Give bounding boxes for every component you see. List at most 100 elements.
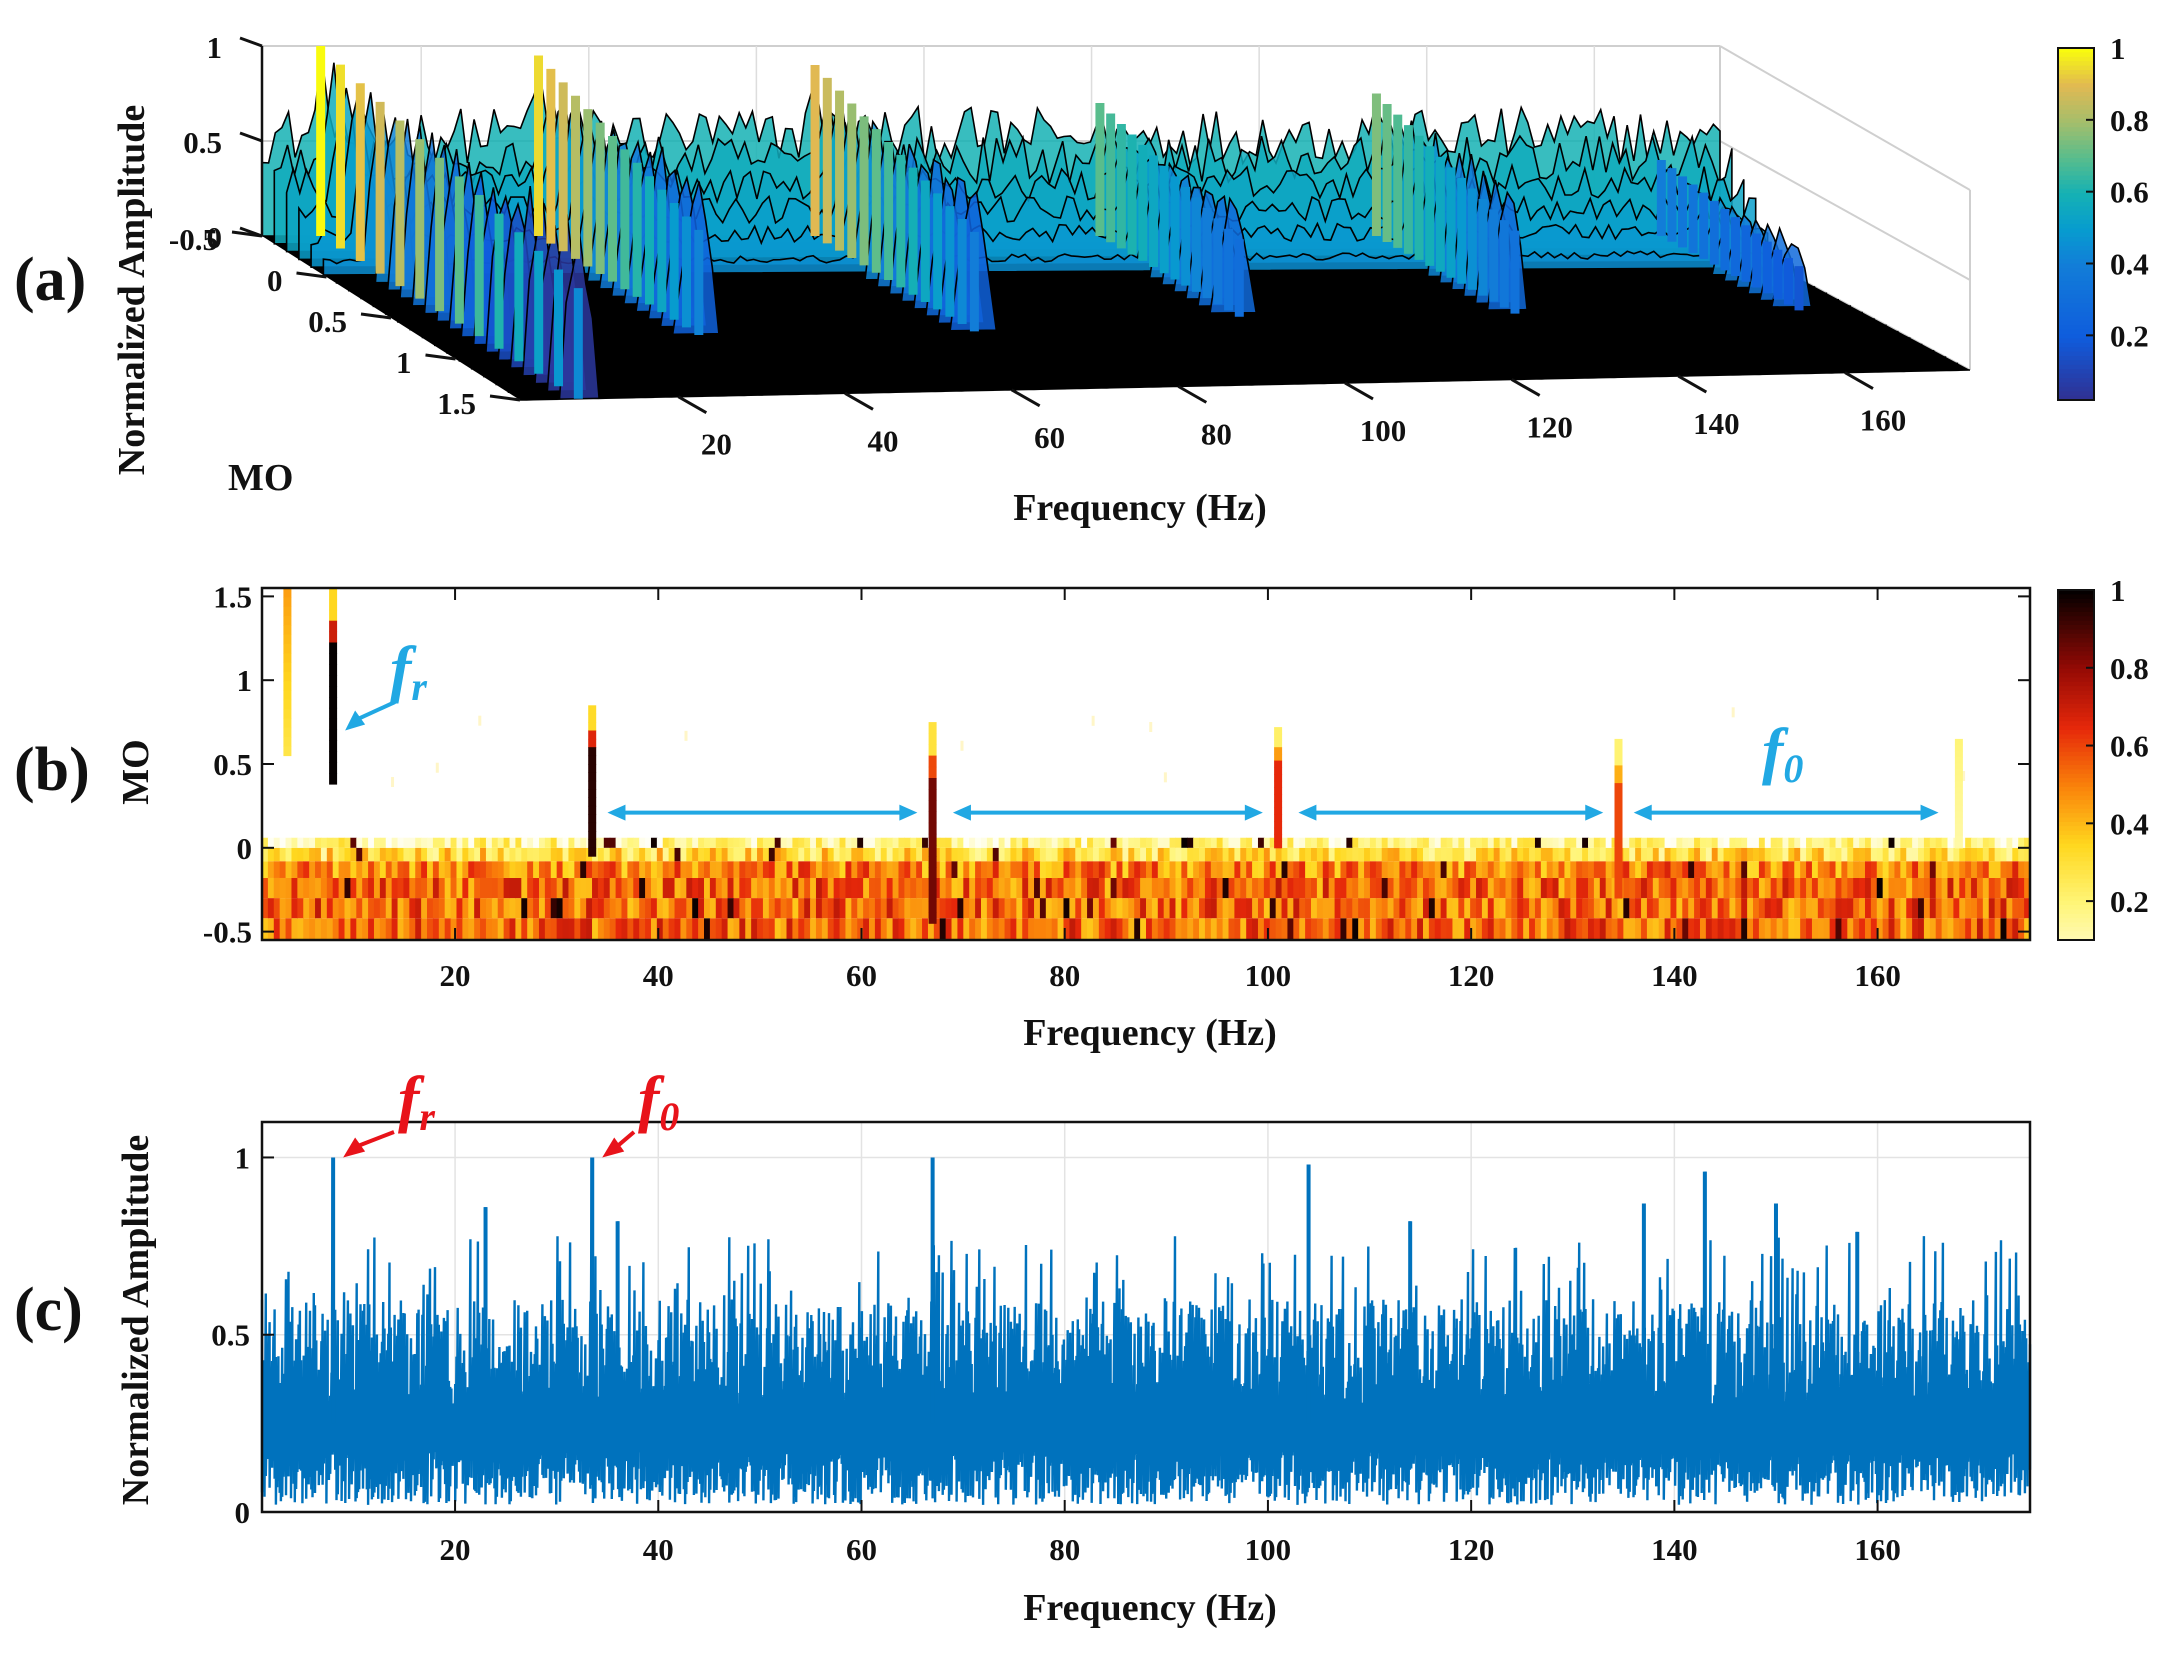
panel-b-heat-cell [1104,877,1112,899]
panel-b-y-axis-title: MO [115,739,157,804]
panel-b-heat-cell [922,877,929,899]
panel-b-heat-cell [1417,877,1424,899]
panel-b-heat-cell [662,898,670,919]
panel-b-heat-cell [627,877,634,899]
panel-b-heat-cell [1976,861,1984,878]
panel-b-heat-cell [1010,847,1017,862]
panel-b-arrowhead-right [1585,804,1604,821]
panel-b-heat-cell [810,877,817,899]
panel-b-heat-cell [1328,847,1336,862]
panel-b-heat-cell [385,837,393,848]
panel-b-heat-cell [1016,861,1023,878]
panel-b-heat-cell [497,861,505,878]
panel-b-colorbar-cell [2058,817,2094,823]
panel-b-heat-cell [1641,837,1648,848]
panel-a-y-tick-label: 1 [396,345,412,380]
panel-b-y-tick-label: 0.5 [213,747,252,782]
panel-b-heat-cell [863,898,870,919]
panel-b-heat-cell [1599,837,1607,848]
panel-b-heat-cell [1381,847,1389,862]
panel-b-heat-cell [1228,847,1235,862]
panel-b-heat-cell [922,847,929,862]
panel-b-heat-cell [474,877,481,899]
panel-b-heat-cell [1375,837,1383,848]
panel-a-label: (a) [14,246,86,314]
panel-b-colorbar-cell [2058,786,2094,793]
panel-b-heat-cell [1458,847,1465,862]
panel-b-heat-cell [1081,898,1088,919]
panel-b-heat-cell [1776,918,1784,940]
panel-b-heat-cell [491,861,499,878]
panel-b-heat-cell [1399,898,1406,919]
panel-b-colorbar-cell [2058,870,2094,876]
panel-b-heat-cell [285,918,293,940]
panel-b-heat-cell [1817,877,1825,899]
panel-b-ridge-segment-4 [1274,780,1283,788]
panel-b-heat-cell [586,898,593,919]
panel-b-heat-cell [992,847,1000,862]
panel-a-colorbar-cell [2058,184,2094,190]
panel-b-heat-cell [1635,861,1642,878]
panel-b-heat-cell [1087,918,1094,940]
panel-b-heat-cell [1428,877,1436,899]
panel-b-heat-cell [698,918,705,940]
panel-b-heat-cell [1741,918,1748,940]
panel-b-colorbar-cell [2058,747,2094,753]
panel-b-colorbar-cell [2058,848,2094,854]
panel-b-heat-cell [780,918,788,940]
panel-b-ridge-segment-3 [928,889,937,902]
panel-b-heat-cell [373,847,381,862]
panel-b-heat-cell [1864,847,1872,862]
panel-b-heat-cell [1588,837,1595,848]
panel-b-heat-cell [1794,861,1801,878]
panel-b-heat-cell [1906,847,1913,862]
panel-b-heat-cell [1935,918,1943,940]
panel-b-heat-cell [1281,898,1289,919]
panel-b-heat-cell [1646,837,1654,848]
panel-b-colorbar: 0.20.40.60.81 [2057,573,2149,941]
panel-b-colorbar-cell [2058,655,2094,661]
panel-b-heat-cell [1570,847,1577,862]
panel-b-ridge-segment-4 [1274,841,1283,849]
panel-b-colorbar-cell [2058,835,2094,841]
panel-b-heat-cell [927,918,935,940]
panel-b-heat-cell [1965,861,1972,878]
panel-b-heat-cell [639,877,646,899]
panel-b-arrowhead-right [1920,804,1939,821]
panel-b-heat-cell [904,837,911,848]
panel-b-heat-cell [1912,877,1919,899]
panel-b-heat-cell [1470,877,1477,899]
panel-b-heat-cell [397,918,405,940]
panel-b-heat-cell [1128,898,1135,919]
panel-b-heat-cell [768,847,776,862]
panel-b-heat-cell [721,898,729,919]
panel-b-heat-cell [656,837,664,848]
panel-b-colorbar-cell [2058,725,2094,731]
panel-b-heat-cell [1988,918,1996,940]
panel-b-heat-cell [1735,877,1742,899]
panel-b-heat-cell [1493,847,1501,862]
panel-b-heat-cell [704,898,711,919]
panel-b-heat-cell [2024,861,2031,878]
panel-b-heat-cell [432,861,440,878]
panel-b-colorbar-cell [2058,708,2094,714]
panel-a-z-tick-label: 1 [207,30,223,65]
panel-b-heat-cell [1057,898,1065,919]
panel-b-colorbar-cell [2058,677,2094,683]
panel-b-heat-cell [320,861,328,878]
panel-b-heat-cell [1717,918,1725,940]
panel-b-heat-cell [474,918,481,940]
panel-b-heat-cell [650,861,658,878]
panel-b-heat-cell [1470,861,1477,878]
panel-b-heat-cell [715,861,723,878]
panel-b-heat-cell [1464,877,1471,899]
panel-b-heat-cell [1481,877,1489,899]
panel-b-heat-cell [1169,837,1177,848]
panel-b-heat-cell [1240,877,1247,899]
panel-b-heat-cell [1128,837,1135,848]
panel-b-ridge-segment-3 [928,733,937,745]
panel-b-heat-cell [1411,837,1418,848]
panel-a-colorbar-cell [2058,281,2094,287]
panel-b-heat-cell [1853,898,1860,919]
